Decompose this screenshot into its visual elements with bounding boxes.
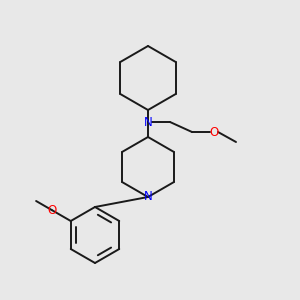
Text: N: N <box>144 116 152 128</box>
Text: O: O <box>47 203 56 217</box>
Text: O: O <box>209 125 219 139</box>
Text: N: N <box>144 190 152 203</box>
